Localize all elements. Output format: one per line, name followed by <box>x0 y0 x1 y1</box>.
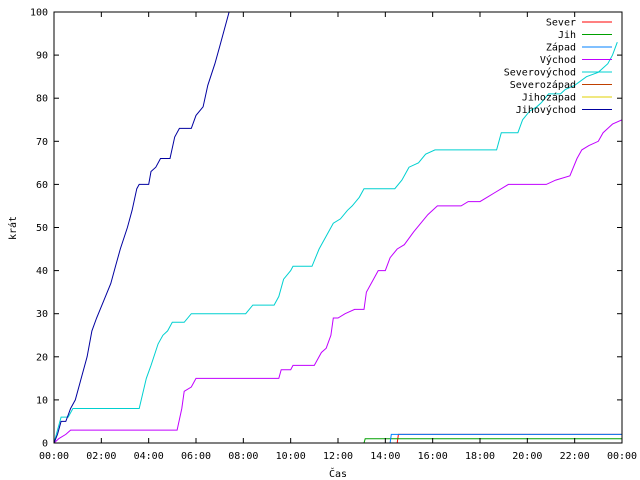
y-axis-label: krát <box>7 216 19 240</box>
series-layer <box>54 12 622 443</box>
x-tick-label: 06:00 <box>181 451 211 462</box>
x-tick-label: 12:00 <box>323 451 353 462</box>
series-line-1 <box>54 438 622 443</box>
x-tick-label: 20:00 <box>512 451 542 462</box>
y-tick-label: 30 <box>36 309 48 320</box>
legend-label: Jihovýchod <box>516 104 576 116</box>
x-axis-label: Čas <box>329 467 347 480</box>
y-tick-label: 40 <box>36 266 48 277</box>
y-tick-label: 50 <box>36 223 48 234</box>
series-line-3 <box>54 119 622 443</box>
legend-label: Sever <box>546 18 576 29</box>
x-tick-label: 04:00 <box>134 451 164 462</box>
x-tick-label: 02:00 <box>86 451 116 462</box>
x-tick-label: 22:00 <box>560 451 590 462</box>
legend-label: Jih <box>558 30 576 41</box>
legend-label: Severovýchod <box>504 67 576 79</box>
x-tick-label: 10:00 <box>276 451 306 462</box>
x-tick-label: 00:00 <box>39 451 69 462</box>
y-tick-label: 10 <box>36 395 48 406</box>
y-tick-label: 90 <box>36 51 48 62</box>
x-tick-label: 14:00 <box>370 451 400 462</box>
y-tick-label: 70 <box>36 137 48 148</box>
x-tick-label: 16:00 <box>418 451 448 462</box>
legend-label: Jihozápad <box>522 92 576 104</box>
y-tick-label: 100 <box>30 8 48 19</box>
y-tick-label: 20 <box>36 352 48 363</box>
legend-label: Severozápad <box>510 79 576 91</box>
series-line-2 <box>54 433 622 443</box>
y-tick-label: 0 <box>42 439 48 450</box>
x-tick-label: 00:00 <box>607 451 637 462</box>
y-tick-label: 80 <box>36 94 48 105</box>
legend-label: Západ <box>546 42 576 54</box>
x-tick-label: 18:00 <box>465 451 495 462</box>
y-tick-label: 60 <box>36 180 48 191</box>
ticks-layer: 00:00 02:00 04:00 06:00 08:00 10:00 12:00 14:00… <box>30 8 637 463</box>
legend-layer: SeverJihZápadVýchodSeverovýchodSeverozáp… <box>504 18 612 116</box>
x-tick-label: 08:00 <box>228 451 258 462</box>
series-line-4 <box>54 42 618 443</box>
legend-label: Východ <box>540 54 576 66</box>
series-line-7 <box>54 12 230 443</box>
